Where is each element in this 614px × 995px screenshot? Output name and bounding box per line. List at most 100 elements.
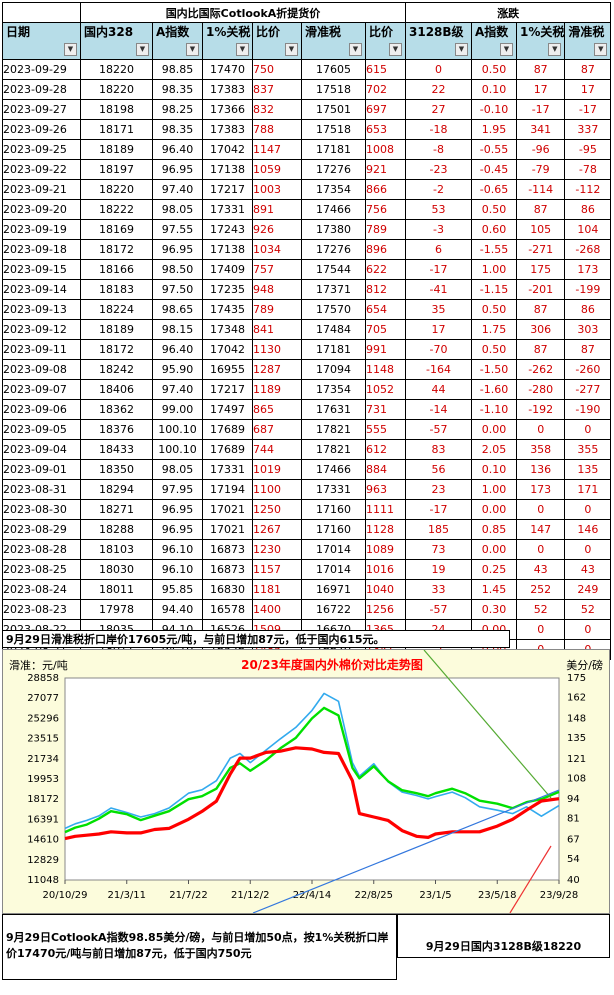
col-change-3128b-cell: -57 [405, 599, 472, 620]
y-left-tick-label: 21734 [27, 754, 59, 765]
filter-dropdown-icon[interactable]: ▼ [64, 43, 77, 56]
col-change-slip-cell: -78 [564, 159, 612, 180]
col-change-a-index-cell: 1.75 [471, 319, 517, 340]
cotlook-note: 9月29日CotlookA指数98.85美分/磅，与前日增加50点，按1%关税折… [2, 914, 397, 980]
col-change-1pct-cell: 43 [515, 559, 566, 580]
col-change-a-index-cell: 0.30 [471, 599, 517, 620]
col-1pct-tariff-cell: 16873 [202, 539, 253, 560]
col-a-index-cell: 98.15 [152, 319, 203, 340]
col-change-slip-cell: 0 [564, 419, 612, 440]
y-right-tick-label: 67 [567, 835, 580, 846]
col-change-slip-cell: 146 [564, 519, 612, 540]
col-date-cell: 2023-09-18 [2, 239, 81, 260]
col-ratio-2-cell: 789 [365, 219, 406, 240]
col-ratio-2-cell: 921 [365, 159, 406, 180]
table-row: 2023-09-15 18166 98.50 17409 757 17544 622 -17 1… [2, 259, 612, 280]
col-slip-tax-cell: 17631 [301, 399, 366, 420]
col-a-index-cell: 97.95 [152, 479, 203, 500]
col-1pct-tariff-cell: 17383 [202, 79, 253, 100]
col-change-3128b-cell: -14 [405, 399, 472, 420]
col-change-a-index-cell: -0.65 [471, 179, 517, 200]
callout-line-domestic [509, 845, 552, 914]
col-1pct-tariff-cell: 17470 [202, 59, 253, 80]
col-domestic-328-cell: 18220 [80, 59, 153, 80]
col-change-a-index-cell: 0.85 [471, 519, 517, 540]
col-ratio-1-cell: 837 [252, 79, 302, 100]
col-domestic-328-cell: 18172 [80, 239, 153, 260]
col-date-cell: 2023-09-26 [2, 119, 81, 140]
col-change-3128b-cell: -17 [405, 499, 472, 520]
col-slip-tax-cell: 17371 [301, 279, 366, 300]
col-slip-tax-cell: 17570 [301, 299, 366, 320]
col-domestic-328-cell: 18030 [80, 559, 153, 580]
col-a-index-cell: 100.10 [152, 419, 203, 440]
col-domestic-328-cell: 18189 [80, 319, 153, 340]
col-ratio-1-cell: 948 [252, 279, 302, 300]
col-change-3128b-cell: 19 [405, 559, 472, 580]
col-1pct-tariff-cell: 17366 [202, 99, 253, 120]
col-domestic-328-cell: 18242 [80, 359, 153, 380]
y-left-tick-label: 18172 [27, 794, 59, 805]
col-1pct-tariff-cell: 17021 [202, 499, 253, 520]
col-change-a-index-cell: 0.00 [471, 539, 517, 560]
price-trend-chart: 20/23年度国内外棉价对比走势图 滑准：元/吨 美分/磅 28858 27077 252… [2, 649, 610, 914]
col-ratio-2-cell: 555 [365, 419, 406, 440]
col-domestic-328-cell: 18362 [80, 399, 153, 420]
col-change-3128b-cell: -57 [405, 419, 472, 440]
col-change-a-index-label: A指数 [475, 25, 509, 39]
col-change-3128b-cell: -8 [405, 139, 472, 160]
col-change-1pct-cell: 87 [515, 199, 566, 220]
table-row: 2023-08-24 18011 95.85 16830 1181 16971 1040 33… [2, 579, 612, 600]
col-a-index-cell: 96.95 [152, 499, 203, 520]
col-date-cell: 2023-09-20 [2, 199, 81, 220]
col-ratio-2-cell: 612 [365, 439, 406, 460]
filter-dropdown-icon[interactable]: ▼ [389, 43, 402, 56]
col-ratio-2-cell: 1256 [365, 599, 406, 620]
y-right-tick-label: 40 [567, 875, 580, 886]
y-left-tick-label: 14610 [27, 835, 59, 846]
table-row: 2023-09-26 18171 98.35 17383 788 17518 653 -18 1… [2, 119, 612, 140]
col-change-slip-cell: 43 [564, 559, 612, 580]
filter-dropdown-icon[interactable]: ▼ [349, 43, 362, 56]
col-change-1pct-cell: -79 [515, 159, 566, 180]
col-change-1pct-cell: 306 [515, 319, 566, 340]
filter-dropdown-icon[interactable]: ▼ [455, 43, 468, 56]
col-a-index-cell: 98.65 [152, 299, 203, 320]
filter-dropdown-icon[interactable]: ▼ [236, 43, 249, 56]
col-slip-tax-header: 滑准税 ▼ [301, 22, 366, 60]
filter-dropdown-icon[interactable]: ▼ [548, 43, 562, 56]
filter-dropdown-icon[interactable]: ▼ [594, 43, 608, 56]
col-change-slip-cell: -190 [564, 399, 612, 420]
col-slip-tax-cell: 17466 [301, 199, 366, 220]
y-left-tick-label: 19953 [27, 774, 59, 785]
filter-dropdown-icon[interactable]: ▼ [285, 43, 298, 56]
col-ratio-1-cell: 1267 [252, 519, 302, 540]
col-1pct-tariff-cell: 17138 [202, 239, 253, 260]
filter-dropdown-icon[interactable]: ▼ [136, 43, 149, 56]
y-left-tick-label: 28858 [27, 673, 59, 684]
col-a-index-cell: 98.05 [152, 199, 203, 220]
col-a-index-cell: 98.05 [152, 459, 203, 480]
col-domestic-328-cell: 18198 [80, 99, 153, 120]
col-change-1pct-cell: 0 [515, 419, 566, 440]
col-domestic-328-label: 国内328 [84, 25, 134, 39]
col-ratio-2-cell: 1128 [365, 519, 406, 540]
col-change-1pct-cell: 358 [515, 439, 566, 460]
col-a-index-cell: 95.90 [152, 359, 203, 380]
col-change-a-index-cell: -1.50 [471, 359, 517, 380]
col-slip-tax-label: 滑准税 [305, 25, 342, 39]
col-change-a-index-cell: -0.10 [471, 99, 517, 120]
table-row: 2023-09-29 18220 98.85 17470 750 17605 615 0 0.5… [2, 59, 612, 80]
table-row: 2023-09-22 18197 96.95 17138 1059 17276 921 -23… [2, 159, 612, 180]
col-1pct-tariff-cell: 17138 [202, 159, 253, 180]
filter-dropdown-icon[interactable]: ▼ [186, 43, 199, 56]
col-ratio-2-cell: 705 [365, 319, 406, 340]
col-1pct-tariff-cell: 17021 [202, 519, 253, 540]
col-slip-tax-cell: 17276 [301, 239, 366, 260]
filter-dropdown-icon[interactable]: ▼ [500, 43, 513, 56]
col-domestic-328-cell: 18172 [80, 339, 153, 360]
col-change-a-index-cell: 0.50 [471, 339, 517, 360]
col-ratio-1-label: 比价 [256, 25, 281, 39]
col-change-slip-cell: 249 [564, 579, 612, 600]
col-domestic-328-cell: 18171 [80, 119, 153, 140]
